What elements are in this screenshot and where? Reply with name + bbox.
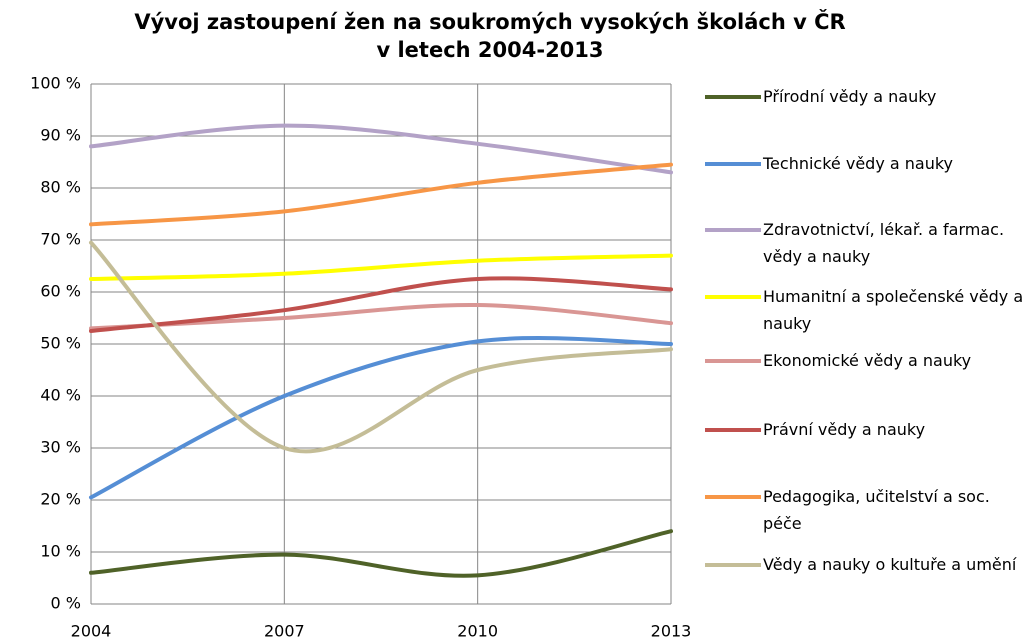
legend-label: Přírodní vědy a nauky bbox=[763, 87, 937, 106]
y-tick-label: 70 % bbox=[40, 230, 81, 249]
legend-entry: Zdravotnictví, lékař. a farmac. vědy a n… bbox=[705, 216, 1030, 270]
legend-swatch bbox=[705, 428, 761, 432]
x-tick-label: 2013 bbox=[651, 622, 692, 641]
legend-entry: Ekonomické vědy a nauky bbox=[705, 347, 1030, 374]
y-tick-label: 60 % bbox=[40, 282, 81, 301]
x-tick-label: 2004 bbox=[71, 622, 112, 641]
legend-entry: Právní vědy a nauky bbox=[705, 416, 1030, 443]
legend-swatch bbox=[705, 295, 761, 299]
legend-swatch bbox=[705, 563, 761, 567]
series-line bbox=[89, 276, 673, 333]
series-line bbox=[89, 302, 673, 331]
legend-label: Technické vědy a nauky bbox=[763, 154, 954, 173]
y-tick-label: 10 % bbox=[40, 542, 81, 561]
legend-entry: Technické vědy a nauky bbox=[705, 150, 1030, 177]
legend-label: Humanitní a společenské vědy a nauky bbox=[763, 287, 1024, 333]
legend-entry: Vědy a nauky o kultuře a umění bbox=[705, 551, 1030, 578]
legend-entry: Humanitní a společenské vědy a nauky bbox=[705, 283, 1030, 337]
series-line bbox=[89, 529, 673, 578]
legend-swatch bbox=[705, 495, 761, 499]
series-line bbox=[89, 123, 673, 175]
legend-entry: Pedagogika, učitelství a soc. péče bbox=[705, 483, 1030, 537]
legend-label: Pedagogika, učitelství a soc. péče bbox=[763, 487, 990, 533]
y-tick-label: 100 % bbox=[30, 74, 81, 93]
x-tick-label: 2010 bbox=[457, 622, 498, 641]
y-tick-label: 20 % bbox=[40, 490, 81, 509]
legend-label: Zdravotnictví, lékař. a farmac. vědy a n… bbox=[763, 220, 1005, 266]
series-line bbox=[89, 253, 673, 281]
legend-entry: Přírodní vědy a nauky bbox=[705, 83, 1030, 110]
legend-label: Ekonomické vědy a nauky bbox=[763, 351, 972, 370]
y-tick-label: 90 % bbox=[40, 126, 81, 145]
legend-swatch bbox=[705, 95, 761, 99]
y-tick-label: 40 % bbox=[40, 386, 81, 405]
y-tick-label: 0 % bbox=[51, 594, 81, 613]
y-tick-label: 30 % bbox=[40, 438, 81, 457]
y-tick-label: 50 % bbox=[40, 334, 81, 353]
legend-swatch bbox=[705, 162, 761, 166]
chart-title: Vývoj zastoupení žen na soukromých vysok… bbox=[134, 10, 846, 34]
series-line bbox=[89, 336, 673, 500]
legend-label: Vědy a nauky o kultuře a umění bbox=[763, 555, 1017, 574]
series-line bbox=[89, 162, 673, 227]
chart-title: v letech 2004-2013 bbox=[376, 38, 604, 62]
legend-label: Právní vědy a nauky bbox=[763, 420, 926, 439]
y-tick-label: 80 % bbox=[40, 178, 81, 197]
x-tick-label: 2007 bbox=[264, 622, 305, 641]
series-line bbox=[89, 240, 673, 454]
legend-swatch bbox=[705, 228, 761, 232]
legend-swatch bbox=[705, 359, 761, 363]
